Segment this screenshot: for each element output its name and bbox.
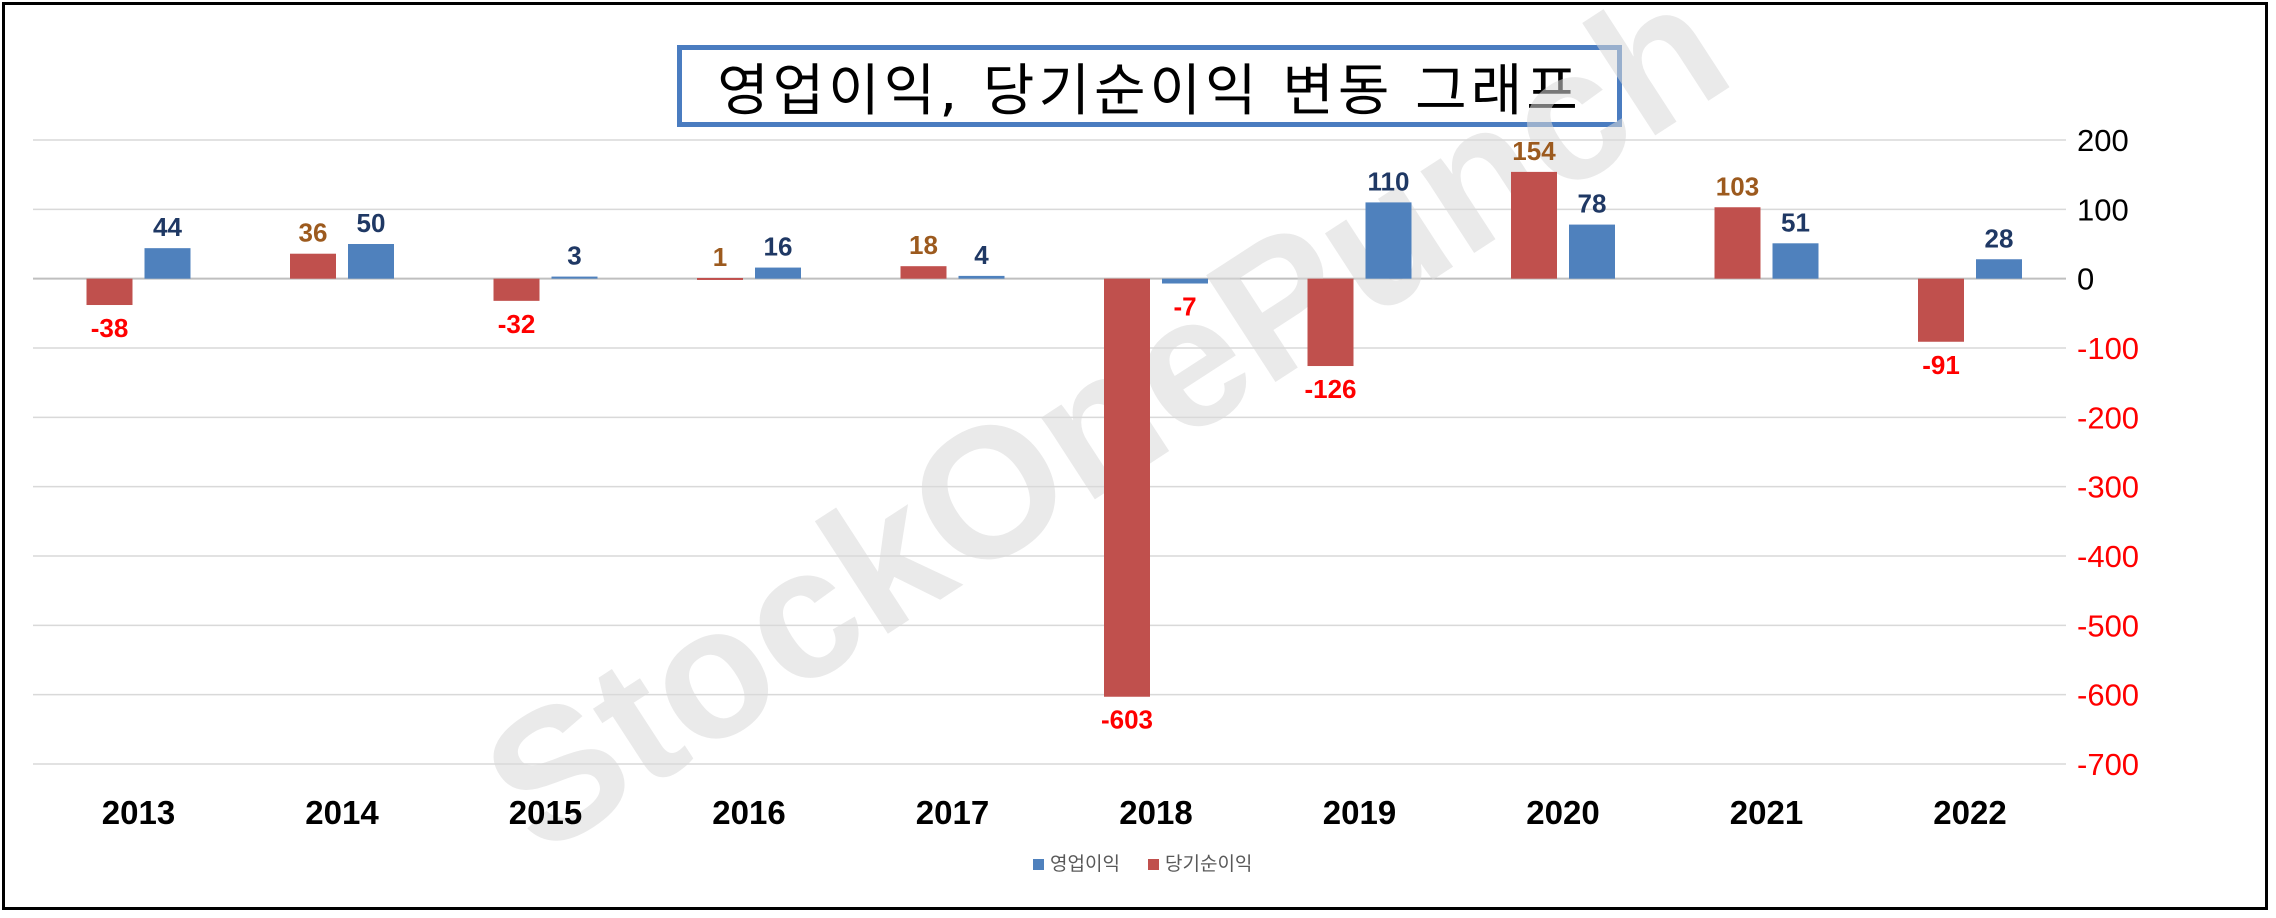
bar-net-income — [1918, 278, 1964, 342]
data-label: -32 — [498, 309, 536, 339]
y-tick-label: 100 — [2077, 192, 2129, 227]
x-tick-label: 2019 — [1323, 794, 1396, 831]
y-tick-label: 0 — [2077, 262, 2094, 297]
data-labels: -38 44 36 50 -32 3 1 16 18 4 -603 -7 -126 110 154 78 103… — [91, 136, 2014, 735]
bar-operating-income — [1162, 278, 1208, 284]
bar-operating-income — [348, 244, 394, 279]
bar-operating-income — [958, 275, 1005, 279]
y-tick-label: -200 — [2077, 400, 2139, 435]
bar-operating-income — [1976, 259, 2022, 279]
y-axis: 200 100 0 -100 -200 -300 -400 -500 -600 -700 — [2077, 123, 2139, 782]
data-label: -7 — [1173, 292, 1196, 322]
data-label: 44 — [153, 212, 182, 242]
bars — [86, 171, 2022, 697]
data-label: 154 — [1512, 136, 1556, 166]
legend: 영업이익 당기순이익 — [1033, 853, 1252, 875]
x-axis: 2013 2014 2015 2016 2017 2018 2019 2020 2021 2022 — [102, 794, 2007, 831]
x-tick-label: 2022 — [1933, 794, 2006, 831]
legend-swatch — [1148, 859, 1159, 870]
y-tick-label: -500 — [2077, 608, 2139, 643]
data-label: 3 — [567, 241, 581, 271]
bar-operating-income — [1365, 202, 1412, 279]
legend-entry: 당기순이익 — [1165, 853, 1252, 875]
bar-net-income — [1307, 278, 1354, 367]
data-label: 51 — [1781, 207, 1810, 237]
y-tick-label: -400 — [2077, 539, 2139, 574]
bar-operating-income — [755, 267, 801, 279]
y-tick-label: 200 — [2077, 123, 2129, 158]
data-label: -603 — [1101, 705, 1153, 735]
legend-entry: 영업이익 — [1050, 853, 1120, 875]
data-label: -38 — [91, 313, 129, 343]
bar-net-income — [86, 278, 133, 306]
x-tick-label: 2018 — [1119, 794, 1192, 831]
data-label: 78 — [1578, 189, 1607, 219]
data-label: 18 — [909, 230, 938, 260]
bar-net-income — [493, 278, 540, 301]
bar-net-income — [1714, 207, 1761, 279]
bar-net-income — [290, 253, 336, 279]
data-label: 36 — [299, 218, 328, 248]
y-tick-label: -100 — [2077, 331, 2139, 366]
data-label: 50 — [357, 208, 386, 238]
data-label: 16 — [764, 232, 793, 262]
bar-operating-income — [1772, 243, 1819, 279]
bar-operating-income — [144, 248, 191, 279]
x-tick-label: 2021 — [1730, 794, 1803, 831]
x-tick-label: 2016 — [712, 794, 785, 831]
x-tick-label: 2017 — [916, 794, 989, 831]
data-label: 103 — [1716, 171, 1759, 201]
data-label: 110 — [1368, 166, 1410, 196]
bar-net-income — [697, 277, 743, 280]
bar-operating-income — [551, 276, 598, 279]
y-tick-label: -600 — [2077, 678, 2139, 713]
chart-title: 영업이익, 당기순이익 변동 그래프 — [677, 45, 1622, 127]
x-tick-label: 2015 — [509, 794, 582, 831]
x-tick-label: 2013 — [102, 794, 175, 831]
y-tick-label: -700 — [2077, 747, 2139, 782]
data-label: 1 — [713, 242, 727, 272]
data-label: -126 — [1304, 374, 1356, 404]
x-tick-label: 2020 — [1526, 794, 1599, 831]
data-label: -91 — [1922, 350, 1960, 380]
legend-swatch — [1033, 859, 1044, 870]
data-label: 28 — [1985, 223, 2014, 253]
bar-net-income — [1104, 278, 1150, 697]
bar-net-income — [900, 266, 947, 279]
bar-operating-income — [1569, 224, 1615, 279]
x-tick-label: 2014 — [305, 794, 379, 831]
data-label: 4 — [974, 240, 989, 270]
y-tick-label: -300 — [2077, 470, 2139, 505]
bar-net-income — [1511, 171, 1557, 279]
